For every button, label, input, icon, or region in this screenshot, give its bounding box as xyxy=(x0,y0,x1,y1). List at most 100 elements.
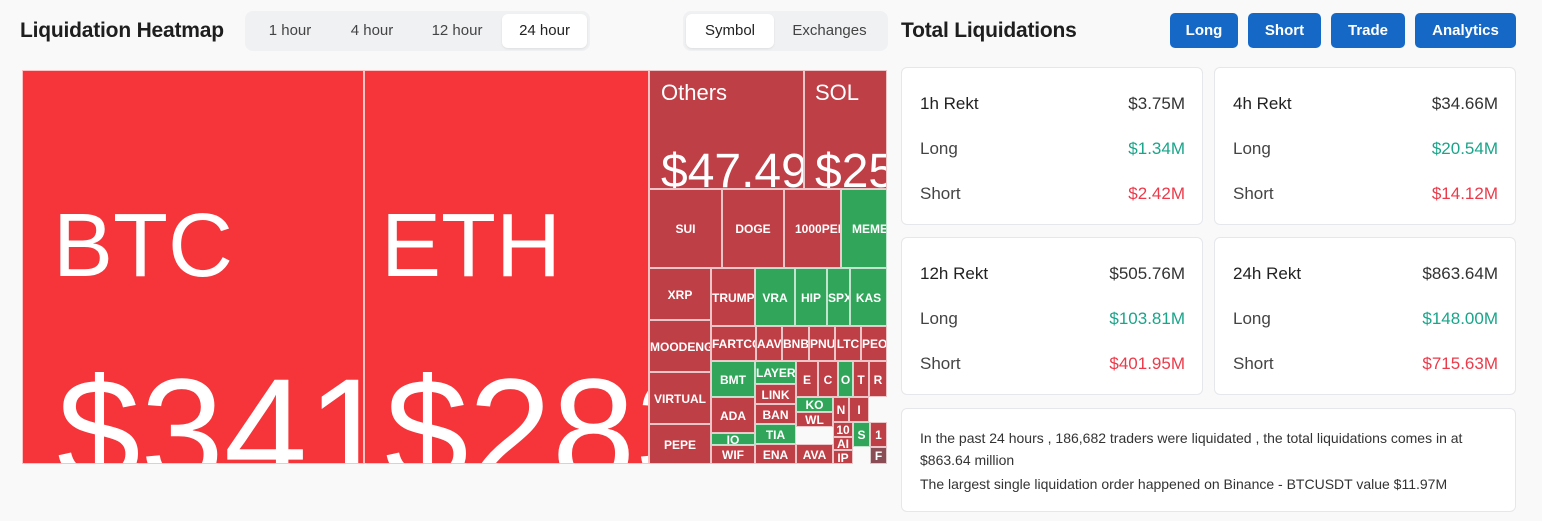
short-label: Short xyxy=(1233,354,1274,373)
heatmap-tile-wif[interactable]: WIF xyxy=(711,445,755,464)
heatmap-tile-hip[interactable]: HIP xyxy=(795,268,827,326)
trade-button[interactable]: Trade xyxy=(1331,13,1405,48)
heatmap-tile-ena[interactable]: ENA xyxy=(755,444,796,464)
analytics-button[interactable]: Analytics xyxy=(1415,13,1516,48)
heatmap-tile-1[interactable]: 1 xyxy=(870,422,887,447)
heatmap-tile-bnb[interactable]: BNB xyxy=(782,326,809,361)
heatmap-tile-layer[interactable]: LAYER xyxy=(755,361,796,384)
heatmap-tile-e[interactable]: E xyxy=(796,361,818,397)
heatmap-tile-trump[interactable]: TRUMP xyxy=(711,268,755,326)
heatmap-tile-doge[interactable]: DOGE xyxy=(722,189,784,268)
heatmap-tile-fartcoin[interactable]: FARTCOIN xyxy=(711,326,756,361)
heatmap-tile-i[interactable]: I xyxy=(849,397,869,422)
heatmap-tile-n[interactable]: N xyxy=(833,397,849,422)
tile-symbol: PEPE xyxy=(663,438,696,452)
heatmap-tile-pnut[interactable]: PNUT xyxy=(809,326,835,361)
heatmap-tile-t[interactable]: T xyxy=(853,361,869,397)
heatmap-tile-1000pepe[interactable]: 1000PEPE xyxy=(784,189,841,268)
tile-symbol: Others xyxy=(661,80,728,105)
card-4h-rekt: 4h Rekt $34.66M Long $20.54M Short $14.12M xyxy=(1214,67,1516,225)
card-total: $505.76M xyxy=(1109,264,1185,283)
short-label: Short xyxy=(920,184,961,203)
heatmap-tile-ban[interactable]: BAN xyxy=(755,404,796,424)
tile-symbol: 1000PEPE xyxy=(795,222,840,236)
long-label: Long xyxy=(920,309,958,328)
tile-symbol: ENA xyxy=(762,448,789,462)
heatmap-tile-ai[interactable]: AI xyxy=(833,437,853,450)
tile-symbol: BAN xyxy=(762,408,789,422)
heatmap-tile-sol[interactable]: SOL $25.54M xyxy=(804,70,887,189)
tile-symbol: E xyxy=(802,373,811,387)
heatmap-tile-10[interactable]: 10 xyxy=(833,422,853,437)
heatmap-tile-link[interactable]: LINK xyxy=(755,384,796,404)
tile-symbol: R xyxy=(873,373,883,387)
heatmap-title: Liquidation Heatmap xyxy=(20,19,224,42)
long-amount: $103.81M xyxy=(1109,309,1185,328)
tile-symbol: VRA xyxy=(762,291,788,305)
heatmap-tile-io[interactable]: IO xyxy=(711,433,755,445)
heatmap-tile-kas[interactable]: KAS xyxy=(850,268,887,326)
long-amount: $148.00M xyxy=(1422,309,1498,328)
heatmap-tile-people[interactable]: PEOPLE xyxy=(861,326,887,361)
long-button[interactable]: Long xyxy=(1170,13,1238,48)
tile-symbol: LTC xyxy=(836,337,860,351)
heatmap-tile-f[interactable]: F xyxy=(870,447,887,464)
short-amount: $14.12M xyxy=(1431,184,1498,203)
heatmap-tile-ko[interactable]: KO xyxy=(796,397,833,412)
heatmap-tile-ip[interactable]: IP xyxy=(833,450,853,464)
tile-value: $47.49M xyxy=(661,145,803,189)
time-range-tabs: 1 hour 4 hour 12 hour 24 hour xyxy=(245,11,590,51)
heatmap-tile-eth[interactable]: ETH $283.66M xyxy=(364,70,649,464)
summary-largest-order-text: The largest single liquidation order hap… xyxy=(920,476,1448,492)
liquidation-heatmap: BTC $341.17METH $283.66M Others $47.49M SOL $2… xyxy=(22,70,887,464)
tile-symbol: MOODENG xyxy=(650,340,711,354)
card-label: 1h Rekt xyxy=(920,94,979,113)
heatmap-tile-aave[interactable]: AAVE xyxy=(756,326,782,361)
tile-symbol: WIF xyxy=(722,448,744,462)
tile-symbol: IO xyxy=(726,433,740,445)
tile-symbol: VIRTUAL xyxy=(654,392,706,406)
tile-symbol: I xyxy=(857,403,861,417)
heatmap-tile-ltc[interactable]: LTC xyxy=(835,326,861,361)
heatmap-tile-virtual[interactable]: VIRTUAL xyxy=(649,372,711,424)
tab-4-hour[interactable]: 4 hour xyxy=(350,22,394,39)
heatmap-tile-others[interactable]: Others $47.49M xyxy=(649,70,804,189)
heatmap-tile-xrp[interactable]: XRP xyxy=(649,268,711,320)
heatmap-tile-meme[interactable]: MEME xyxy=(841,189,887,268)
card-label: 4h Rekt xyxy=(1233,94,1292,113)
tile-symbol: KAS xyxy=(855,291,882,305)
heatmap-tile-moodeng[interactable]: MOODENG xyxy=(649,320,711,372)
tile-symbol: AAVE xyxy=(757,337,782,351)
tab-12-hour[interactable]: 12 hour xyxy=(431,22,483,39)
tab-exchanges[interactable]: Exchanges xyxy=(792,22,867,39)
heatmap-tile-vra[interactable]: VRA xyxy=(755,268,795,326)
tile-symbol: N xyxy=(836,403,846,417)
heatmap-tile-spx[interactable]: SPX xyxy=(827,268,850,326)
short-amount: $715.63M xyxy=(1422,354,1498,373)
card-label: 12h Rekt xyxy=(920,264,989,283)
heatmap-tile-c[interactable]: C xyxy=(818,361,838,397)
heatmap-tile-wl[interactable]: WL xyxy=(796,412,833,427)
heatmap-tile-ava[interactable]: AVA xyxy=(796,444,833,464)
tile-symbol: SOL xyxy=(815,80,860,105)
tile-symbol: WL xyxy=(805,413,824,427)
tab-symbol[interactable]: Symbol xyxy=(686,14,774,48)
tab-24-hour[interactable]: 24 hour xyxy=(502,14,587,48)
tile-symbol: LINK xyxy=(761,388,790,402)
heatmap-tile-o[interactable]: O xyxy=(838,361,853,397)
short-button[interactable]: Short xyxy=(1248,13,1321,48)
tile-symbol: HIP xyxy=(800,291,821,305)
tile-symbol: BNB xyxy=(783,337,809,351)
heatmap-tile-bmt[interactable]: BMT xyxy=(711,361,755,397)
heatmap-tile-r[interactable]: R xyxy=(869,361,887,397)
heatmap-tile-sui[interactable]: SUI xyxy=(649,189,722,268)
heatmap-tile-ada[interactable]: ADA xyxy=(711,397,755,433)
heatmap-tile-btc[interactable]: BTC $341.17M xyxy=(22,70,364,464)
tile-symbol: FARTCOIN xyxy=(712,337,755,351)
tile-symbol: T xyxy=(857,373,865,387)
tab-1-hour[interactable]: 1 hour xyxy=(268,22,312,39)
card-12h-rekt: 12h Rekt $505.76M Long $103.81M Short $401.… xyxy=(901,237,1203,395)
heatmap-tile-pepe[interactable]: PEPE xyxy=(649,424,711,464)
heatmap-tile-tia[interactable]: TIA xyxy=(755,424,796,444)
heatmap-tile-s[interactable]: S xyxy=(853,422,870,447)
